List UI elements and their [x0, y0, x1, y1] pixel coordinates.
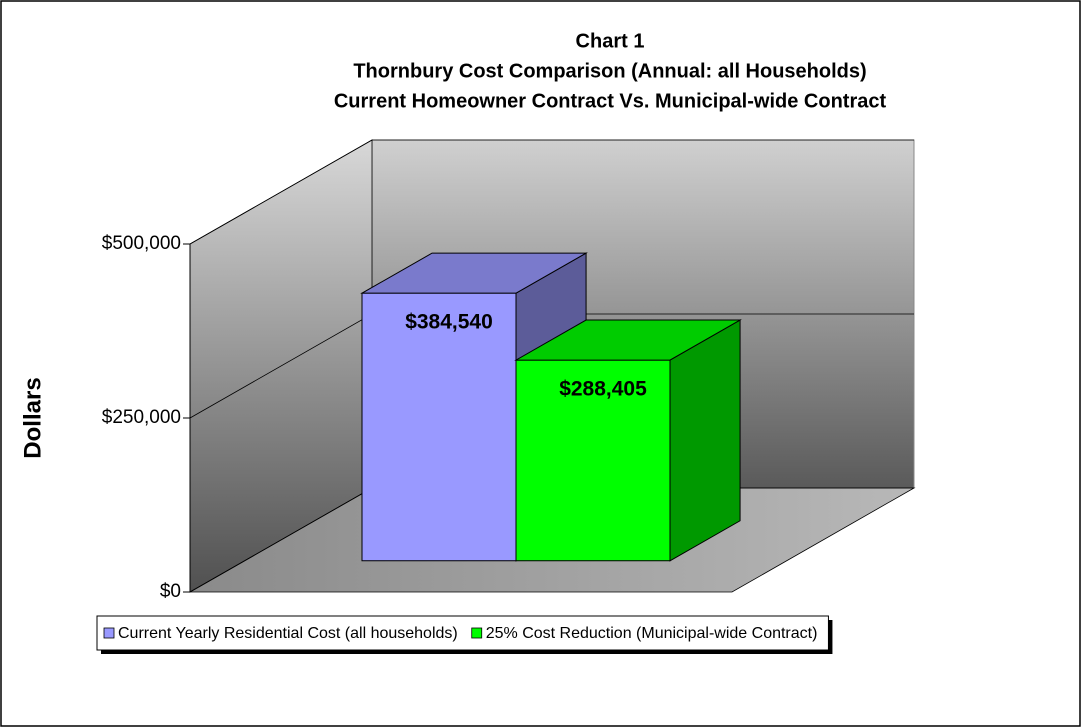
bar — [514, 319, 742, 562]
y-axis-label: Dollars — [19, 377, 46, 458]
grid-line — [189, 139, 914, 245]
legend-label: 25% Cost Reduction (Municipal-wide Contr… — [486, 625, 818, 642]
legend-box — [96, 615, 829, 651]
bar-top — [514, 319, 742, 361]
y-tick-label: $250,000 — [102, 407, 181, 428]
chart-title: Chart 1 — [576, 30, 645, 52]
data-label: $384,540 — [405, 311, 493, 334]
chart-title: Thornbury Cost Comparison (Annual: all H… — [353, 60, 866, 82]
chart-title: Current Homeowner Contract Vs. Municipal… — [334, 90, 887, 112]
data-label: $288,405 — [559, 378, 647, 401]
legend-swatch — [103, 627, 115, 639]
y-tick-label: $500,000 — [102, 233, 181, 254]
y-tick-label: $0 — [160, 581, 181, 602]
bar-top — [360, 252, 588, 294]
legend: Current Yearly Residential Cost (all hou… — [96, 615, 833, 654]
bar-side — [669, 319, 741, 562]
legend-label: Current Yearly Residential Cost (all hou… — [118, 625, 458, 642]
legend-swatch — [471, 627, 483, 639]
